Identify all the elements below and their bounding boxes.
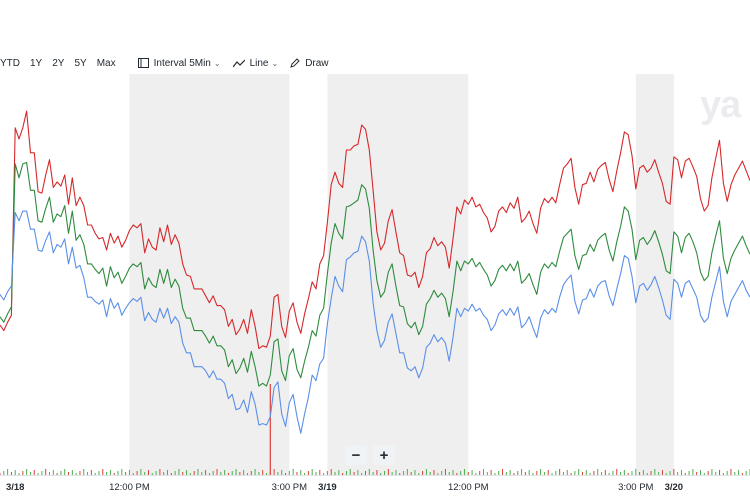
- interval-dropdown[interactable]: Interval 5Min ⌄: [137, 57, 221, 69]
- range-1y[interactable]: 1Y: [30, 57, 43, 69]
- series-line-1: [0, 161, 750, 387]
- series-line-0: [0, 110, 750, 350]
- calendar-icon: [137, 58, 149, 68]
- x-tick-label: 3/20: [665, 482, 684, 493]
- chevron-down-icon: ⌄: [271, 58, 279, 68]
- range-2y[interactable]: 2Y: [52, 57, 65, 69]
- interval-label: Interval: [153, 57, 187, 69]
- x-tick-label: 12:00 PM: [109, 482, 150, 493]
- line-chart-icon: [232, 59, 245, 67]
- shaded-session-0: [129, 74, 290, 475]
- x-tick-label: 3/18: [6, 482, 25, 493]
- shaded-session-2: [635, 74, 674, 475]
- zoom-in-button[interactable]: +: [373, 445, 395, 465]
- x-tick-label: 12:00 PM: [448, 482, 489, 493]
- range-ytd[interactable]: YTD: [0, 57, 20, 69]
- chart-type-label: Line: [249, 57, 269, 69]
- draw-button[interactable]: Draw: [290, 57, 329, 69]
- chart-toolbar: YTD 1Y 2Y 5Y Max Interval 5Min ⌄ Line ⌄ …: [0, 52, 750, 74]
- series-line-2: [0, 210, 750, 434]
- chevron-down-icon: ⌄: [213, 58, 221, 68]
- chart-type-dropdown[interactable]: Line ⌄: [232, 57, 279, 69]
- pencil-icon: [290, 58, 300, 68]
- interval-value: 5Min: [189, 57, 211, 69]
- draw-label: Draw: [305, 57, 329, 69]
- x-tick-label: 3/19: [318, 482, 337, 493]
- yahoo-watermark: ya: [700, 84, 741, 126]
- shaded-session-1: [327, 74, 469, 475]
- x-tick-label: 3:00 PM: [272, 482, 307, 493]
- range-5y[interactable]: 5Y: [74, 57, 87, 69]
- range-max[interactable]: Max: [96, 57, 116, 69]
- x-tick-label: 3:00 PM: [618, 482, 653, 493]
- zoom-out-button[interactable]: −: [345, 445, 367, 465]
